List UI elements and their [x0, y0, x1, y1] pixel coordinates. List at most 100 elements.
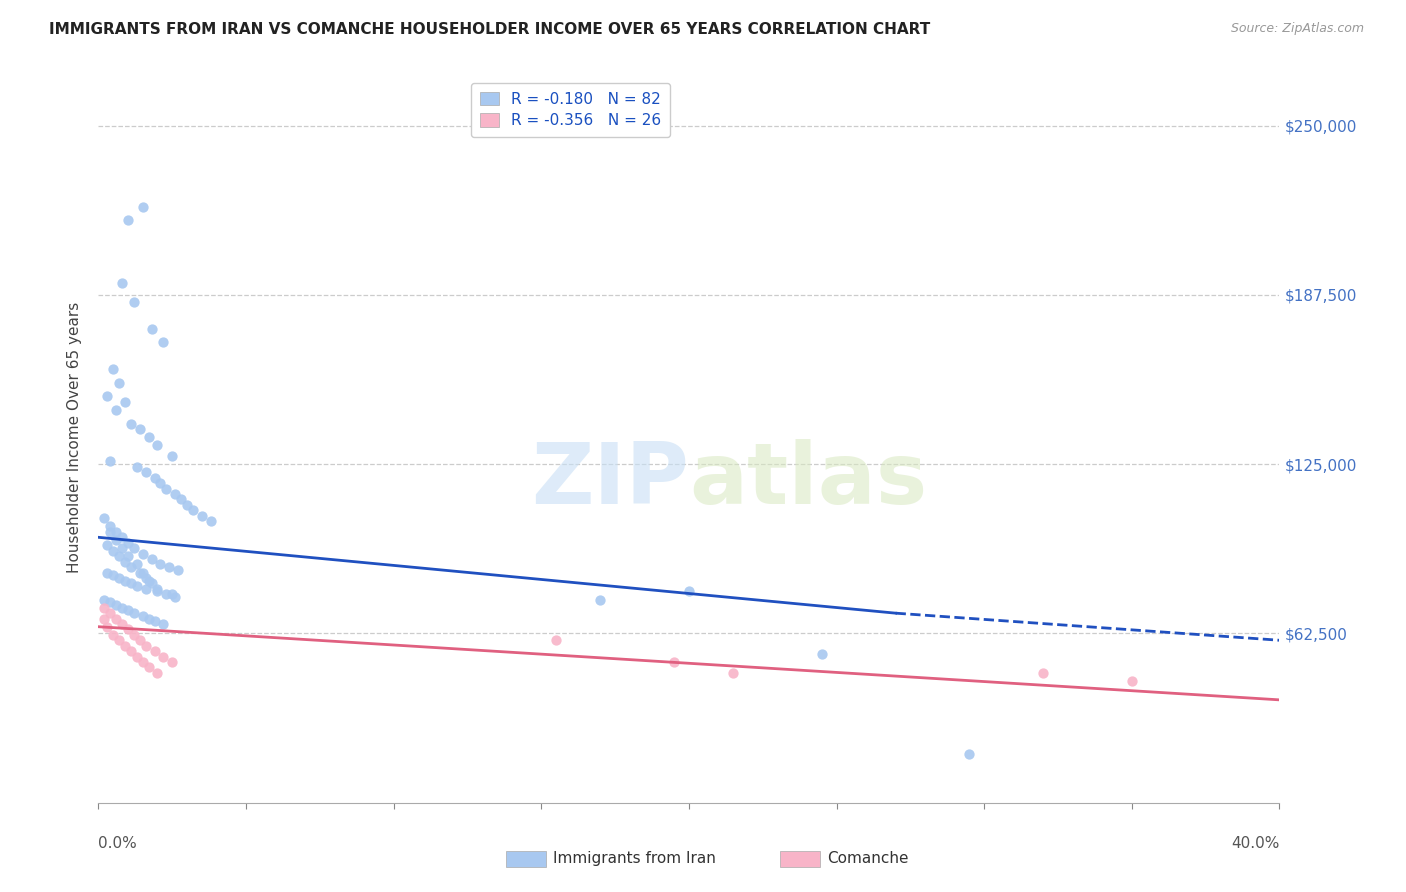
Point [141, 322, 163, 336]
Point [162, 449, 183, 463]
Point [96, 566, 118, 580]
Point [125, 558, 148, 572]
Point [141, 552, 163, 566]
Point [122, 606, 145, 620]
Point [114, 395, 136, 409]
Point [105, 524, 128, 539]
Point [152, 335, 174, 350]
Point [146, 665, 169, 680]
Point [105, 533, 128, 547]
Point [146, 438, 169, 452]
Point [122, 294, 145, 309]
Point [114, 639, 136, 653]
Point [143, 471, 166, 485]
Point [122, 628, 145, 642]
Point [149, 558, 172, 572]
Point [96, 389, 118, 403]
Point [93, 600, 115, 615]
Point [96, 538, 118, 552]
Text: Source: ZipAtlas.com: Source: ZipAtlas.com [1230, 22, 1364, 36]
Point [120, 560, 142, 574]
Point [132, 608, 155, 623]
Point [108, 633, 131, 648]
Point [138, 574, 160, 588]
Point [162, 655, 183, 669]
Point [117, 213, 139, 227]
Point [111, 530, 134, 544]
Point [103, 628, 125, 642]
Point [108, 571, 131, 585]
Text: 40.0%: 40.0% [1232, 836, 1279, 851]
Point [149, 476, 172, 491]
Point [120, 644, 142, 658]
Point [117, 623, 139, 637]
Point [111, 276, 134, 290]
Text: IMMIGRANTS FROM IRAN VS COMANCHE HOUSEHOLDER INCOME OVER 65 YEARS CORRELATION CH: IMMIGRANTS FROM IRAN VS COMANCHE HOUSEHO… [49, 22, 931, 37]
Point [143, 644, 166, 658]
Point [96, 620, 118, 634]
Point [111, 600, 134, 615]
Point [170, 492, 193, 507]
Point [810, 647, 832, 661]
Point [959, 747, 981, 761]
Point [103, 544, 125, 558]
Text: ZIP: ZIP [531, 440, 689, 523]
Point [165, 487, 187, 501]
Point [120, 417, 142, 431]
Point [93, 511, 115, 525]
Point [138, 430, 160, 444]
Point [155, 587, 177, 601]
Point [146, 584, 169, 599]
Point [191, 508, 214, 523]
Point [105, 403, 128, 417]
Point [98, 454, 121, 468]
Point [103, 362, 125, 376]
Point [122, 541, 145, 556]
Point [152, 649, 174, 664]
Point [105, 598, 128, 612]
Point [117, 549, 139, 564]
Point [111, 541, 134, 556]
Point [93, 592, 115, 607]
Point [678, 584, 700, 599]
Point [135, 582, 157, 596]
Point [135, 571, 157, 585]
Point [125, 649, 148, 664]
Point [98, 606, 121, 620]
Point [152, 617, 174, 632]
Point [132, 566, 155, 580]
Point [125, 579, 148, 593]
Point [138, 611, 160, 625]
Point [1032, 665, 1054, 680]
Point [128, 422, 150, 436]
Point [120, 576, 142, 591]
Point [143, 615, 166, 629]
Point [98, 524, 121, 539]
Point [117, 603, 139, 617]
Text: atlas: atlas [689, 440, 927, 523]
Point [98, 595, 121, 609]
Point [664, 655, 686, 669]
Text: 0.0%: 0.0% [98, 836, 138, 851]
Point [589, 592, 612, 607]
Point [98, 519, 121, 533]
Point [546, 633, 568, 648]
Point [132, 547, 155, 561]
Text: Comanche: Comanche [827, 852, 908, 866]
Point [108, 376, 131, 390]
Point [111, 617, 134, 632]
Point [135, 639, 157, 653]
Point [132, 655, 155, 669]
Point [162, 587, 183, 601]
Point [176, 498, 198, 512]
Point [1121, 673, 1143, 688]
Point [93, 611, 115, 625]
Point [141, 576, 163, 591]
Point [167, 563, 190, 577]
Point [108, 549, 131, 564]
Point [105, 611, 128, 625]
Point [146, 582, 169, 596]
Point [723, 665, 745, 680]
Text: Immigrants from Iran: Immigrants from Iran [553, 852, 716, 866]
Legend: R = -0.180   N = 82, R = -0.356   N = 26: R = -0.180 N = 82, R = -0.356 N = 26 [471, 83, 671, 137]
